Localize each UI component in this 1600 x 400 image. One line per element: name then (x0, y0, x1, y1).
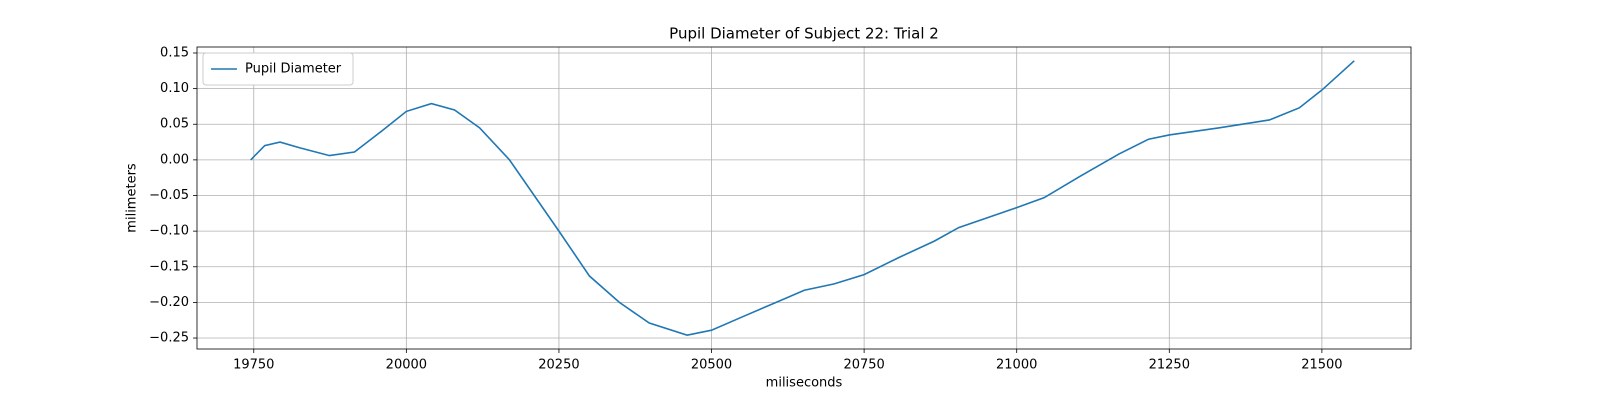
x-tick-label: 21250 (1149, 358, 1190, 373)
legend-box (202, 52, 354, 86)
x-tick-label: 20750 (843, 358, 884, 373)
y-tick-label: −0.10 (149, 224, 189, 239)
x-tick-label: 21500 (1301, 358, 1342, 373)
y-tick-label: −0.05 (149, 188, 189, 203)
y-tick-label: −0.15 (149, 259, 189, 274)
y-tick-label: 0.15 (160, 45, 189, 60)
y-tick-label: −0.25 (149, 331, 189, 346)
y-tick-label: 0.00 (160, 152, 189, 167)
chart-title: Pupil Diameter of Subject 22: Trial 2 (669, 25, 939, 43)
y-axis-label: milimeters (125, 163, 140, 233)
data-line (250, 60, 1355, 337)
x-tick-label: 20250 (538, 358, 579, 373)
x-axis-label: miliseconds (766, 376, 843, 391)
y-tick-label: 0.05 (160, 117, 189, 132)
legend-label: Pupil Diameter (245, 62, 342, 77)
y-tick-label: −0.20 (149, 295, 189, 310)
x-tick-label: 21000 (996, 358, 1037, 373)
x-tick-label: 20000 (386, 358, 427, 373)
x-tick-label: 19750 (233, 358, 274, 373)
plot-frame (196, 46, 1412, 350)
y-tick-label: 0.10 (160, 81, 189, 96)
x-tick-label: 20500 (691, 358, 732, 373)
